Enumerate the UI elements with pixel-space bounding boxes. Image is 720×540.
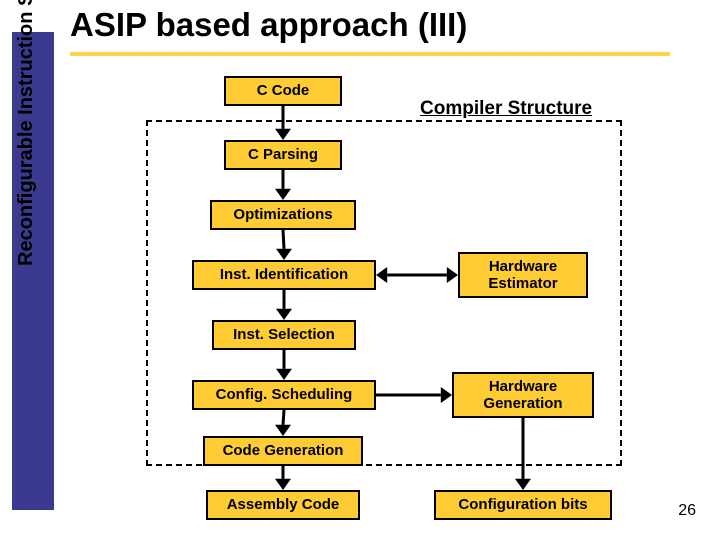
page-number: 26 bbox=[678, 502, 696, 520]
slide-title: ASIP based approach (III) bbox=[70, 6, 467, 44]
flow-node-csched: Config. Scheduling bbox=[192, 380, 376, 410]
sidebar-label-text: Reconfigurable Instruction Set Processor… bbox=[15, 0, 37, 268]
compiler-structure-label: Compiler Structure bbox=[420, 98, 592, 120]
flow-node-cparse: C Parsing bbox=[224, 140, 342, 170]
flow-node-codegen: Code Generation bbox=[203, 436, 363, 466]
flow-node-instid: Inst. Identification bbox=[192, 260, 376, 290]
flow-node-hwest: HardwareEstimator bbox=[458, 252, 588, 298]
flow-node-opt: Optimizations bbox=[210, 200, 356, 230]
flow-node-cfgbits: Configuration bits bbox=[434, 490, 612, 520]
sidebar-label: Reconfigurable Instruction Set Processor… bbox=[15, 0, 38, 268]
slide-root: Reconfigurable Instruction Set Processor… bbox=[0, 0, 720, 540]
flow-node-asm: Assembly Code bbox=[206, 490, 360, 520]
flow-node-ccode: C Code bbox=[224, 76, 342, 106]
title-underline bbox=[70, 52, 670, 56]
flow-node-hwgen: HardwareGeneration bbox=[452, 372, 594, 418]
flow-node-instsel: Inst. Selection bbox=[212, 320, 356, 350]
